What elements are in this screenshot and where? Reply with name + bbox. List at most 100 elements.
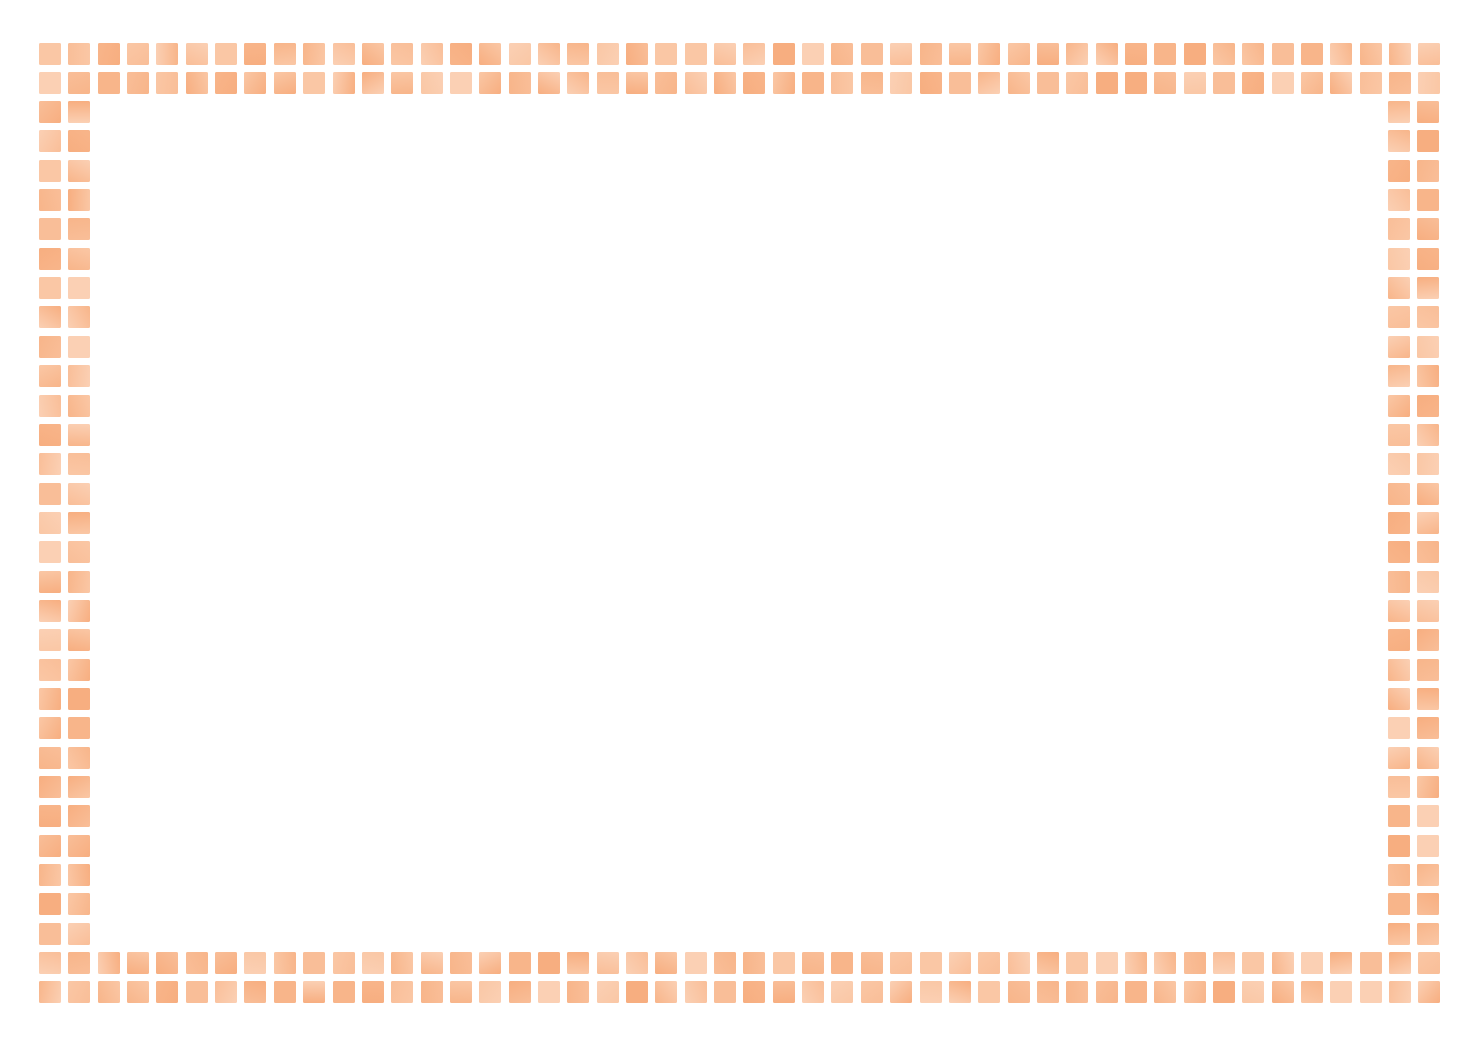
border-tile bbox=[1388, 776, 1410, 798]
border-tile bbox=[127, 952, 149, 974]
border-tile bbox=[1330, 981, 1352, 1003]
border-tile bbox=[1418, 43, 1440, 65]
border-tile bbox=[244, 981, 266, 1003]
border-tile bbox=[655, 72, 677, 94]
border-tile bbox=[831, 981, 853, 1003]
border-tile bbox=[1388, 306, 1410, 328]
border-tile bbox=[1417, 923, 1439, 945]
border-tile bbox=[1388, 805, 1410, 827]
border-tile bbox=[949, 43, 971, 65]
border-tile bbox=[597, 72, 619, 94]
border-tile bbox=[68, 659, 90, 681]
border-tile bbox=[391, 72, 413, 94]
border-tile bbox=[1008, 72, 1030, 94]
border-tile bbox=[1388, 747, 1410, 769]
border-tile bbox=[1417, 629, 1439, 651]
border-tile bbox=[567, 72, 589, 94]
border-tile bbox=[597, 43, 619, 65]
border-tile bbox=[1360, 952, 1382, 974]
border-tile bbox=[509, 981, 531, 1003]
border-tile bbox=[802, 72, 824, 94]
border-tile bbox=[68, 218, 90, 240]
border-tile bbox=[303, 72, 325, 94]
border-tile bbox=[890, 72, 912, 94]
border-tile bbox=[1125, 72, 1147, 94]
border-tile bbox=[1154, 981, 1176, 1003]
border-tile bbox=[1418, 981, 1440, 1003]
border-tile bbox=[714, 72, 736, 94]
border-tile bbox=[1388, 160, 1410, 182]
border-tile bbox=[626, 952, 648, 974]
border-tile bbox=[450, 981, 472, 1003]
border-tile bbox=[39, 541, 61, 563]
border-tile bbox=[509, 952, 531, 974]
border-tile bbox=[538, 981, 560, 1003]
border-tile bbox=[1388, 365, 1410, 387]
border-tile bbox=[1125, 43, 1147, 65]
border-tile bbox=[1184, 72, 1206, 94]
border-tile bbox=[98, 43, 120, 65]
border-tile bbox=[39, 160, 61, 182]
border-tile bbox=[39, 306, 61, 328]
border-tile bbox=[1242, 952, 1264, 974]
border-tile bbox=[1388, 629, 1410, 651]
border-tile bbox=[333, 43, 355, 65]
border-tile bbox=[1037, 72, 1059, 94]
border-tile bbox=[978, 981, 1000, 1003]
border-tile bbox=[1184, 952, 1206, 974]
border-tile bbox=[450, 72, 472, 94]
border-tile bbox=[1417, 688, 1439, 710]
border-tile bbox=[68, 688, 90, 710]
border-tile bbox=[39, 629, 61, 651]
border-tile bbox=[391, 43, 413, 65]
border-tile bbox=[1417, 805, 1439, 827]
border-tile bbox=[861, 72, 883, 94]
border-tile bbox=[626, 43, 648, 65]
border-tile bbox=[1388, 600, 1410, 622]
border-tile bbox=[1330, 72, 1352, 94]
border-tile bbox=[68, 747, 90, 769]
border-tile bbox=[39, 101, 61, 123]
border-tile bbox=[68, 101, 90, 123]
blank-content-area bbox=[96, 101, 1382, 945]
border-tile bbox=[1417, 483, 1439, 505]
border-tile bbox=[1417, 571, 1439, 593]
border-tile bbox=[39, 981, 61, 1003]
border-tile bbox=[1125, 952, 1147, 974]
border-tile bbox=[1037, 43, 1059, 65]
border-tile bbox=[39, 424, 61, 446]
border-tile bbox=[39, 43, 61, 65]
border-tile bbox=[1417, 365, 1439, 387]
border-tile bbox=[68, 923, 90, 945]
border-tile bbox=[39, 277, 61, 299]
border-tile bbox=[1066, 981, 1088, 1003]
border-tile bbox=[274, 43, 296, 65]
border-tile bbox=[685, 72, 707, 94]
border-tile bbox=[1418, 72, 1440, 94]
border-tile bbox=[831, 952, 853, 974]
border-tile bbox=[39, 130, 61, 152]
border-tile bbox=[1008, 952, 1030, 974]
border-tile bbox=[39, 805, 61, 827]
border-tile bbox=[39, 835, 61, 857]
border-tile bbox=[39, 659, 61, 681]
border-tile bbox=[1388, 248, 1410, 270]
border-tile bbox=[479, 72, 501, 94]
border-tile bbox=[831, 43, 853, 65]
border-tile bbox=[1417, 248, 1439, 270]
border-tile bbox=[1389, 72, 1411, 94]
border-tile bbox=[1008, 981, 1030, 1003]
border-tile bbox=[1242, 981, 1264, 1003]
border-tile bbox=[186, 43, 208, 65]
border-tile bbox=[1417, 277, 1439, 299]
border-tile bbox=[978, 72, 1000, 94]
border-tile bbox=[421, 43, 443, 65]
border-tile bbox=[156, 981, 178, 1003]
border-tile bbox=[68, 571, 90, 593]
border-tile bbox=[1417, 101, 1439, 123]
border-tile bbox=[98, 72, 120, 94]
border-tile bbox=[39, 189, 61, 211]
border-tile bbox=[1417, 835, 1439, 857]
border-tile bbox=[802, 43, 824, 65]
border-tile bbox=[1272, 43, 1294, 65]
